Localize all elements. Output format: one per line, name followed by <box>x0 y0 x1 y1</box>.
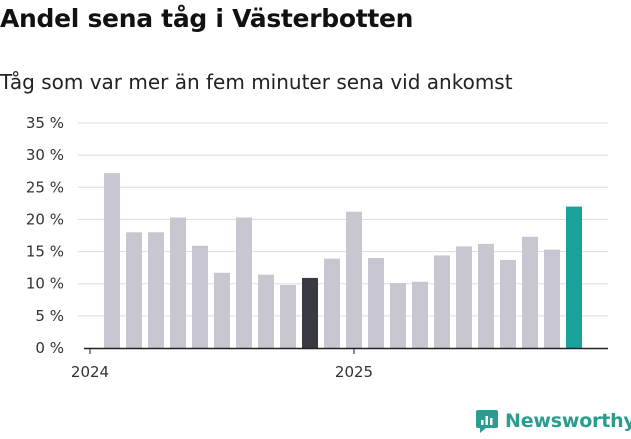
bars <box>104 173 582 348</box>
bar-2024-11[interactable] <box>302 277 318 348</box>
newsworthy-logo-text: Newsworthy <box>505 410 631 432</box>
bar-2025-08[interactable] <box>500 259 516 348</box>
bar-2024-03[interactable] <box>126 232 142 348</box>
y-tick-label: 15 % <box>26 243 64 261</box>
bar-2024-10[interactable] <box>280 285 296 348</box>
bar-2025-01[interactable] <box>346 211 362 348</box>
bar-2024-09[interactable] <box>258 274 274 348</box>
bar-2025-11[interactable] <box>566 206 582 348</box>
chart-subtitle: Tåg som var mer än fem minuter sena vid … <box>0 70 513 94</box>
bar-2024-08[interactable] <box>236 217 252 349</box>
bar-2025-02[interactable] <box>368 258 384 348</box>
bar-2024-05[interactable] <box>170 217 186 349</box>
y-tick-label: 30 % <box>26 146 64 164</box>
y-tick-label: 35 % <box>26 114 64 132</box>
grid-lines <box>78 122 608 317</box>
y-tick-label: 20 % <box>26 210 64 228</box>
bar-2025-09[interactable] <box>522 236 538 348</box>
bar-2025-05[interactable] <box>434 255 450 348</box>
x-axis: 2024 2025 <box>71 347 608 381</box>
newsworthy-logo-icon <box>476 410 498 433</box>
bar-2025-03[interactable] <box>390 283 406 348</box>
bar-2024-06[interactable] <box>192 245 208 348</box>
x-tick-label: 2024 <box>71 363 109 381</box>
bar-2025-07[interactable] <box>478 243 494 348</box>
bar-2024-02[interactable] <box>104 173 120 348</box>
bar-2025-10[interactable] <box>544 249 560 348</box>
bar-2024-12[interactable] <box>324 258 340 348</box>
x-tick-label: 2025 <box>335 363 373 381</box>
bar-2025-04[interactable] <box>412 281 428 348</box>
y-tick-label: 10 % <box>26 275 64 293</box>
bar-2024-04[interactable] <box>148 232 164 348</box>
bar-2025-06[interactable] <box>456 246 472 348</box>
y-tick-label: 5 % <box>35 307 64 325</box>
y-tick-label: 25 % <box>26 178 64 196</box>
chart-title: Andel sena tåg i Västerbotten <box>0 4 414 33</box>
y-axis: 0 % 5 % 10 % 15 % 20 % 25 % 30 % 35 % <box>26 114 64 357</box>
y-tick-label: 0 % <box>35 339 64 357</box>
bar-2024-07[interactable] <box>214 272 230 348</box>
newsworthy-logo[interactable]: Newsworthy <box>475 408 631 434</box>
